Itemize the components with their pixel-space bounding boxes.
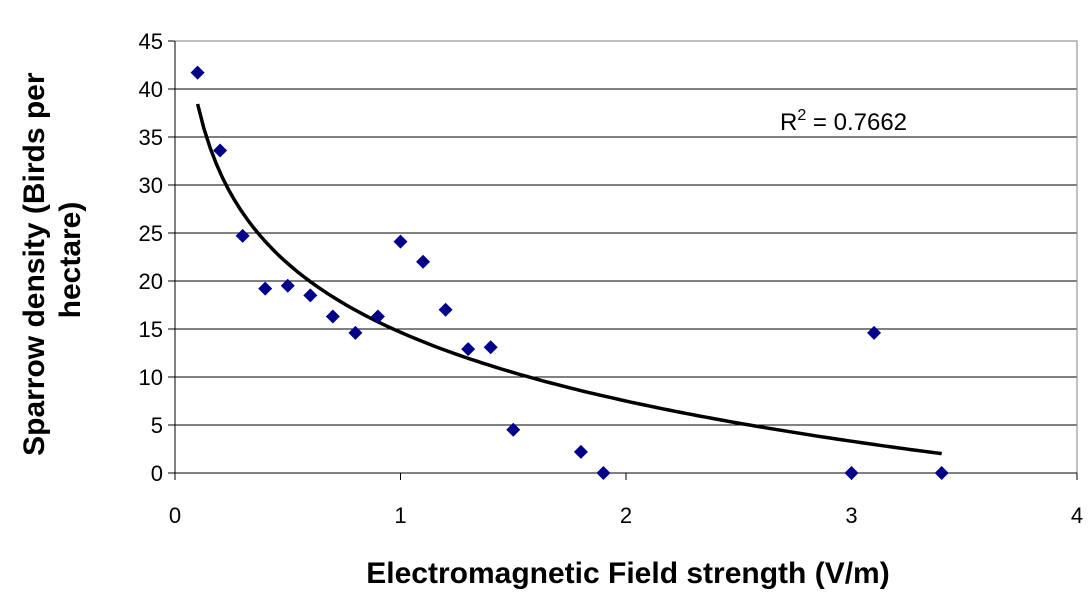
- r-squared-base: R: [780, 109, 797, 136]
- gridlines: [168, 40, 1077, 474]
- x-tick-labels: 0 1 2 3 4: [169, 503, 1083, 528]
- x-tick-label-2: 2: [620, 503, 632, 528]
- data-point-7: [348, 325, 363, 340]
- data-point-14: [506, 422, 521, 437]
- data-points: [190, 65, 949, 480]
- data-point-15: [573, 444, 588, 459]
- data-point-13: [483, 340, 498, 355]
- y-tick-label-5: 5: [151, 413, 163, 438]
- data-point-10: [416, 254, 431, 269]
- y-tick-label-30: 30: [139, 173, 163, 198]
- y-tick-label-40: 40: [139, 77, 163, 102]
- data-point-18: [867, 325, 882, 340]
- data-point-9: [393, 234, 408, 249]
- data-point-11: [438, 302, 453, 317]
- r-squared-sup: 2: [797, 107, 806, 124]
- data-point-5: [303, 288, 318, 303]
- y-tick-label-10: 10: [139, 365, 163, 390]
- y-tick-labels: 0 5 10 15 20 25 30 35 40 45: [139, 29, 163, 486]
- data-point-1: [213, 143, 228, 158]
- data-point-17: [844, 466, 859, 480]
- data-point-2: [235, 228, 250, 243]
- y-tick-label-25: 25: [139, 221, 163, 246]
- y-axis-title-line-1: Sparrow density (Birds per: [18, 72, 51, 456]
- x-tick-label-4: 4: [1071, 503, 1083, 528]
- r-squared-annotation: R2 = 0.7662: [780, 107, 907, 136]
- y-axis-title-line-2: hectare): [54, 202, 87, 319]
- y-tick-label-15: 15: [139, 317, 163, 342]
- data-point-19: [934, 466, 949, 480]
- y-tick-label-20: 20: [139, 269, 163, 294]
- x-axis-title: Electromagnetic Field strength (V/m): [366, 557, 889, 590]
- x-tick-label-3: 3: [845, 503, 857, 528]
- data-point-16: [596, 466, 611, 480]
- axes: [174, 40, 1078, 480]
- data-point-8: [370, 309, 385, 324]
- data-point-6: [325, 309, 340, 324]
- data-point-3: [258, 281, 273, 296]
- y-tick-label-35: 35: [139, 125, 163, 150]
- data-point-0: [190, 65, 205, 80]
- x-tick-label-1: 1: [394, 503, 406, 528]
- y-tick-label-45: 45: [139, 29, 163, 54]
- plot-area-border: [174, 40, 1078, 474]
- y-tick-label-0: 0: [151, 461, 163, 486]
- y-axis-title: Sparrow density (Birds per hectare): [18, 64, 87, 456]
- data-point-4: [280, 278, 295, 293]
- r-squared-value: = 0.7662: [806, 109, 907, 136]
- trendline-group: [195, 103, 942, 456]
- data-point-12: [461, 342, 476, 357]
- x-tick-label-0: 0: [169, 503, 181, 528]
- trendline: [195, 103, 942, 456]
